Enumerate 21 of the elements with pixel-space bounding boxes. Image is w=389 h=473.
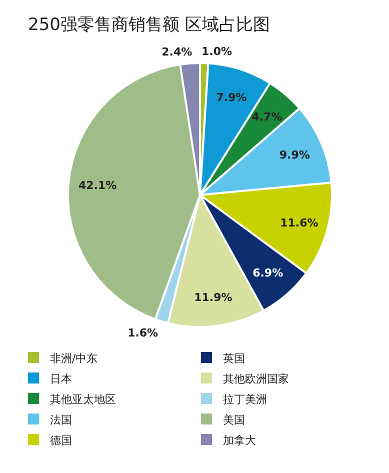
data-label: 7.9% [216,90,247,104]
data-label: 2.4% [162,45,192,58]
legend-label: 德国 [50,434,72,447]
chart-title: 250强零售商销售额 区域占比图 [28,15,270,35]
legend-label: 美国 [223,413,245,426]
legend-label: 日本 [50,372,72,386]
legend-label: 其他亚太地区 [50,392,116,406]
data-label: 6.9% [252,266,284,280]
legend-label: 英国 [223,352,245,365]
legend-label: 非洲/中东 [50,352,98,365]
data-label: 9.9% [279,148,310,162]
data-label: 11.6% [280,216,318,230]
legend-label: 其他欧洲国家 [223,372,289,386]
legend-label: 拉丁美洲 [223,392,267,406]
legend-label: 法国 [50,413,72,426]
data-label: 1.6% [128,326,158,340]
data-label: 42.1% [78,178,117,192]
legend-label: 加拿大 [223,434,256,447]
data-label: 1.0% [202,44,232,58]
data-label: 11.9% [194,290,232,304]
data-label: 4.7% [252,110,282,124]
